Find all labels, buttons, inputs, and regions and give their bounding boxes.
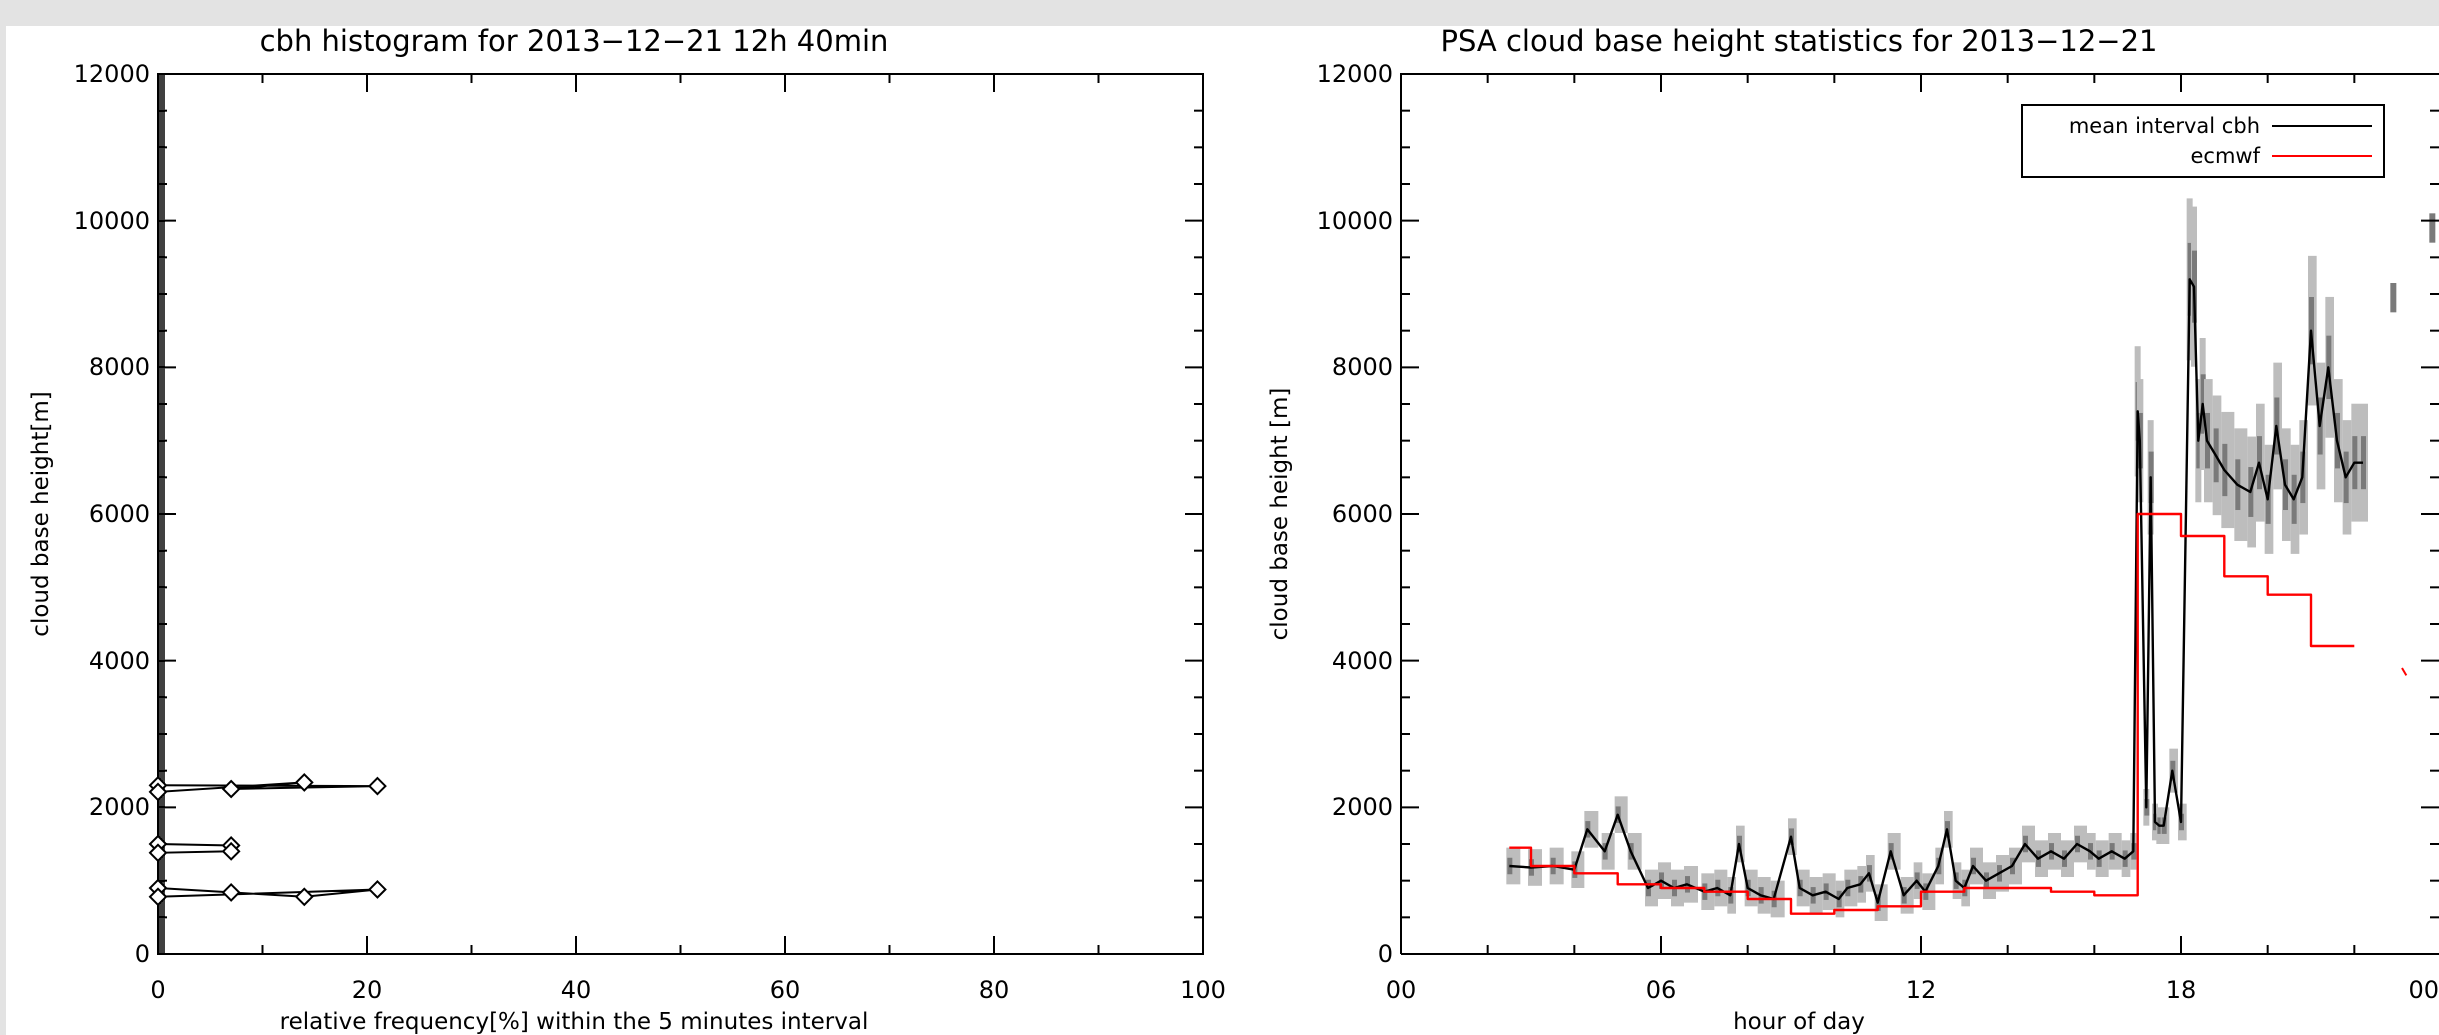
spread-bands xyxy=(1506,198,2436,921)
y-tick-label: 0 xyxy=(1378,940,1393,968)
histogram-diamond-marker xyxy=(221,779,241,799)
histogram-diamond-marker xyxy=(294,887,314,907)
histogram-diamond-marker xyxy=(148,843,168,863)
legend-box xyxy=(2021,104,2385,178)
spread-band-outer xyxy=(1571,851,1585,888)
spread-band-outer xyxy=(1658,862,1671,899)
y-tick-label: 6000 xyxy=(1332,500,1393,528)
y-tick-label: 8000 xyxy=(1332,353,1393,381)
x-tick-label: 0 xyxy=(150,976,165,1004)
x-tick-label: 20 xyxy=(352,976,383,1004)
spread-band-outer xyxy=(2234,428,2248,541)
histogram-axes xyxy=(157,73,1204,955)
histogram-x-axis-label: relative frequency[%] within the 5 minut… xyxy=(280,1009,869,1035)
x-tick-label: 40 xyxy=(561,976,592,1004)
y-tick-label: 12000 xyxy=(74,60,150,88)
histogram-y-tick-labels: 0 2000 4000 6000 8000 10000 12000 xyxy=(74,60,150,968)
y-tick-label: 2000 xyxy=(89,793,150,821)
y-tick-label: 4000 xyxy=(1332,647,1393,675)
x-tick-label: 06 xyxy=(1646,976,1677,1004)
histogram-diamond-marker xyxy=(294,772,314,792)
spread-band-outer xyxy=(1983,862,1996,899)
timeseries-series xyxy=(1509,278,2408,915)
spread-band-outer xyxy=(1887,833,1901,870)
x-tick-label: 60 xyxy=(770,976,801,1004)
y-tick-label: 2000 xyxy=(1332,793,1393,821)
spread-band-outer xyxy=(1684,866,1698,903)
x-tick-label: 100 xyxy=(1180,976,1226,1004)
timeseries-panel: PSA cloud base height statistics for 201… xyxy=(1267,26,2439,1035)
legend-label-mean-cbh: mean interval cbh xyxy=(2069,114,2260,138)
cloud-fragment xyxy=(2390,283,2397,313)
y-tick-label: 0 xyxy=(135,940,150,968)
legend: mean interval cbh ecmwf xyxy=(2021,104,2385,178)
y-tick-label: 6000 xyxy=(89,500,150,528)
histogram-diamond-marker xyxy=(368,776,387,796)
histogram-line xyxy=(157,781,378,898)
histogram-plot-frame xyxy=(157,73,1204,955)
y-tick-label: 4000 xyxy=(89,647,150,675)
mean-cbh-line xyxy=(1509,278,2363,904)
y-tick-label: 10000 xyxy=(1317,207,1393,235)
histogram-diamond-marker xyxy=(221,841,241,861)
spread-band-outer xyxy=(1614,796,1628,833)
figure-svg: cbh histogram for 2013−12−21 12h 40min 0… xyxy=(28,26,2439,1035)
y-tick-label: 10000 xyxy=(74,207,150,235)
timeseries-plot-frame xyxy=(1400,73,2439,955)
cloud-fragment xyxy=(2429,213,2436,243)
spread-band-outer xyxy=(1714,869,1728,907)
x-tick-label: 00 xyxy=(2408,976,2439,1004)
spread-band-outer xyxy=(1822,873,1836,910)
figure-canvas: cbh histogram for 2013−12−21 12h 40min 0… xyxy=(6,26,2439,1035)
timeseries-x-axis-label: hour of day xyxy=(1733,1009,1865,1035)
ecmwf-line xyxy=(1509,512,2355,915)
histogram-title: cbh histogram for 2013−12−21 12h 40min xyxy=(260,26,889,58)
spread-band-outer xyxy=(1874,884,1888,921)
spread-band-outer xyxy=(2108,833,2122,870)
x-tick-label: 12 xyxy=(1906,976,1937,1004)
ecmwf-segment xyxy=(2401,667,2408,676)
spread-band-outer xyxy=(1645,869,1658,907)
histogram-bin-ticks xyxy=(158,73,165,955)
timeseries-y-axis-label: cloud base height [m] xyxy=(1267,388,1293,641)
spread-band-inner xyxy=(2361,436,2366,490)
spread-band-outer xyxy=(1627,833,1642,870)
spread-band-outer xyxy=(1601,833,1615,870)
timeseries-x-tick-labels: 00 06 12 18 00 xyxy=(1386,976,2439,1004)
histogram-series xyxy=(148,772,387,907)
timeseries-y-tick-labels: 0 2000 4000 6000 8000 10000 12000 xyxy=(1317,60,1393,968)
spread-band-outer xyxy=(2221,411,2235,529)
y-tick-label: 12000 xyxy=(1317,60,1393,88)
legend-label-ecmwf: ecmwf xyxy=(2191,144,2261,168)
histogram-y-axis-label: cloud base height[m] xyxy=(28,391,54,636)
y-tick-label: 8000 xyxy=(89,353,150,381)
histogram-panel: cbh histogram for 2013−12−21 12h 40min 0… xyxy=(28,26,1226,1035)
spread-band-outer xyxy=(2074,825,2087,863)
histogram-diamond-marker xyxy=(368,880,387,899)
spread-band-outer xyxy=(2048,833,2061,870)
spread-band-outer xyxy=(1796,869,1810,907)
x-tick-label: 18 xyxy=(2166,976,2197,1004)
spread-band-outer xyxy=(1996,855,2009,892)
x-tick-label: 80 xyxy=(979,976,1010,1004)
histogram-x-tick-labels: 0 20 40 60 80 100 xyxy=(150,976,1226,1004)
histogram-diamond-marker xyxy=(221,882,241,902)
x-tick-label: 00 xyxy=(1386,976,1417,1004)
histogram-diamond-marker xyxy=(148,887,168,907)
spread-band-outer xyxy=(2095,840,2109,877)
timeseries-title: PSA cloud base height statistics for 201… xyxy=(1440,26,2157,58)
spread-band-outer xyxy=(2035,840,2048,877)
histogram-diamond-marker xyxy=(148,782,168,802)
